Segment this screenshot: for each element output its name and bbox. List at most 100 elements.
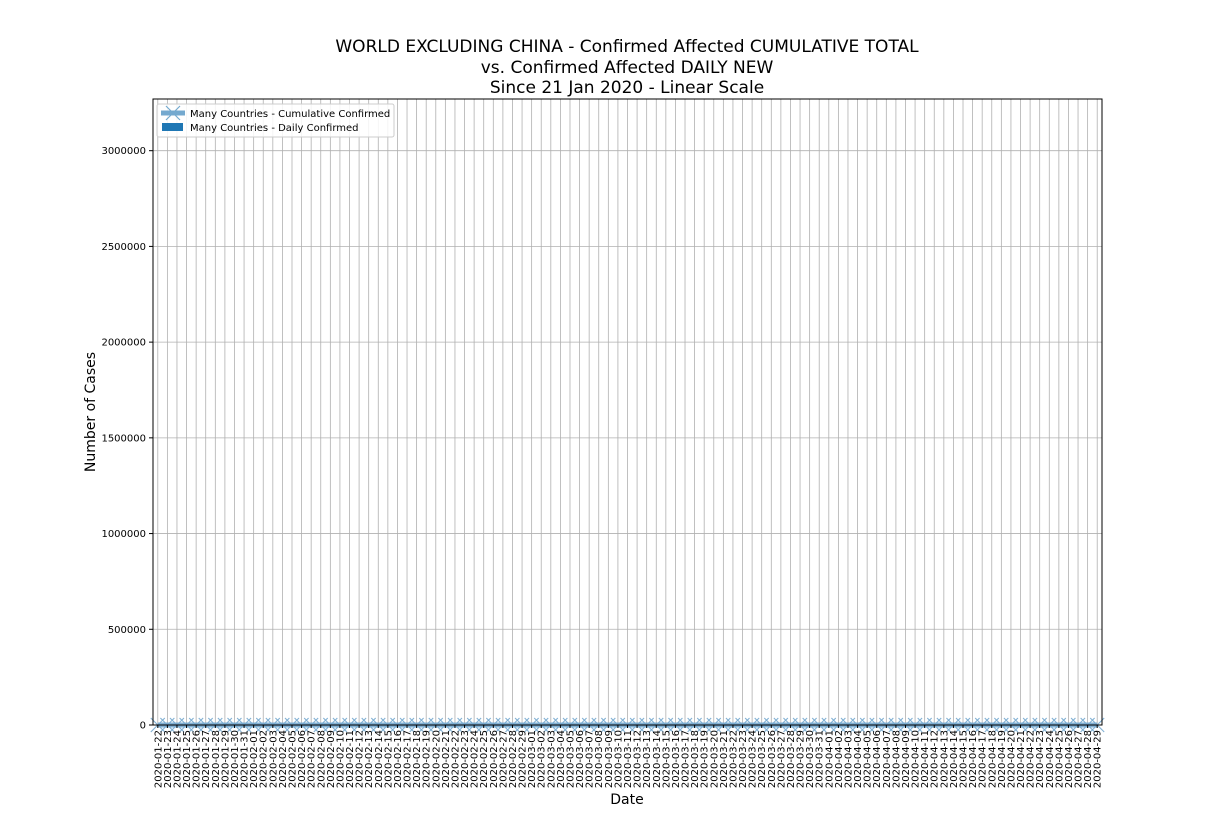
x-tick-label: 2020-02-10: [335, 730, 346, 788]
x-tick-label: 2020-03-22: [728, 730, 739, 788]
y-tick-label: 2000000: [101, 338, 146, 349]
x-tick-label: 2020-03-16: [671, 730, 682, 788]
x-tick-label: 2020-02-22: [450, 730, 461, 788]
x-tick-label: 2020-02-25: [479, 730, 490, 788]
x-tick-label: 2020-04-24: [1045, 730, 1056, 788]
x-tick-label: 2020-04-03: [843, 730, 854, 788]
x-tick-label: 2020-03-07: [585, 730, 596, 788]
x-tick-label: 2020-02-21: [441, 730, 452, 788]
x-tick-label: 2020-03-15: [661, 730, 672, 788]
y-tick-label: 3000000: [101, 146, 146, 157]
x-tick-label: 2020-03-28: [786, 730, 797, 788]
title-line-2: vs. Confirmed Affected DAILY NEW: [481, 58, 774, 78]
legend-box: [156, 103, 395, 138]
x-tick-label: 2020-02-11: [345, 730, 356, 788]
x-tick-label: 2020-04-02: [834, 730, 845, 788]
x-tick-label: 2020-02-02: [259, 730, 270, 788]
x-tick-label: 2020-03-08: [594, 730, 605, 788]
x-tick-label: 2020-02-01: [249, 730, 260, 788]
x-tick-label: 2020-03-04: [556, 730, 567, 788]
x-tick-label: 2020-02-28: [508, 730, 519, 788]
x-tick-label: 2020-04-25: [1054, 730, 1065, 788]
x-tick-label: 2020-03-03: [546, 730, 557, 788]
x-tick-label: 2020-03-05: [565, 730, 576, 788]
x-tick-label: 2020-03-20: [709, 730, 720, 788]
x-tick-label: 2020-03-10: [613, 730, 624, 788]
x-tick-label: 2020-03-26: [767, 730, 778, 788]
x-tick-label: 2020-02-20: [431, 730, 442, 788]
x-tick-label: 2020-04-01: [824, 730, 835, 788]
x-axis-label: Date: [610, 792, 643, 808]
x-tick-label: 2020-01-26: [192, 730, 203, 788]
x-tick-label: 2020-03-23: [738, 730, 749, 788]
x-tick-label: 2020-02-29: [518, 730, 529, 788]
x-tick-label: 2020-04-27: [1074, 730, 1085, 788]
x-tick-label: 2020-02-26: [489, 730, 500, 788]
x-tick-label: 2020-04-14: [949, 730, 960, 788]
x-tick-label: 2020-04-18: [987, 730, 998, 788]
legend-label-cumulative: Many Countries - Cumulative Confirmed: [190, 109, 390, 120]
x-tick-label: 2020-02-07: [307, 730, 318, 788]
x-tick-label: 2020-01-22: [153, 730, 164, 788]
x-tick-label: 2020-02-04: [278, 730, 289, 788]
x-tick-label: 2020-01-31: [240, 730, 251, 788]
x-tick-label: 2020-02-24: [470, 730, 481, 788]
x-tick-label: 2020-02-03: [268, 730, 279, 788]
x-tick-label: 2020-04-13: [939, 730, 950, 788]
title-line-1: WORLD EXCLUDING CHINA - Confirmed Affect…: [335, 37, 919, 57]
y-axis-label: Number of Cases: [83, 352, 99, 472]
x-tick-label: 2020-04-15: [959, 730, 970, 788]
x-tick-label: 2020-03-18: [690, 730, 701, 788]
x-tick-label: 2020-01-25: [182, 730, 193, 788]
x-tick-label: 2020-04-11: [920, 730, 931, 788]
x-tick-label: 2020-03-01: [527, 730, 538, 788]
x-tick-label: 2020-04-21: [1016, 730, 1027, 788]
x-tick-label: 2020-03-06: [575, 730, 586, 788]
x-axis: 2020-01-222020-01-232020-01-242020-01-25…: [153, 725, 1104, 788]
x-tick-label: 2020-01-30: [230, 730, 241, 788]
x-tick-label: 2020-03-31: [815, 730, 826, 788]
x-tick-label: 2020-03-02: [537, 730, 548, 788]
x-tick-label: 2020-04-26: [1064, 730, 1075, 788]
x-tick-label: 2020-04-17: [978, 730, 989, 788]
x-tick-label: 2020-03-11: [623, 730, 634, 788]
y-tick-label: 0: [140, 721, 146, 732]
legend: Many Countries - Cumulative Confirmed Ma…: [156, 103, 395, 138]
x-tick-label: 2020-03-17: [681, 730, 692, 788]
x-tick-label: 2020-02-05: [287, 730, 298, 788]
x-tick-label: 2020-03-24: [748, 730, 759, 788]
x-tick-label: 2020-01-24: [172, 730, 183, 788]
x-tick-label: 2020-03-21: [719, 730, 730, 788]
y-tick-label: 1500000: [101, 433, 146, 444]
x-tick-label: 2020-04-23: [1035, 730, 1046, 788]
chart-title: WORLD EXCLUDING CHINA - Confirmed Affect…: [335, 37, 919, 98]
x-tick-label: 2020-02-23: [460, 730, 471, 788]
title-line-3: Since 21 Jan 2020 - Linear Scale: [490, 78, 764, 98]
x-tick-label: 2020-04-20: [1006, 730, 1017, 788]
x-tick-label: 2020-04-29: [1093, 730, 1104, 788]
x-tick-label: 2020-04-22: [1026, 730, 1037, 788]
x-tick-label: 2020-04-07: [882, 730, 893, 788]
x-tick-label: 2020-02-16: [393, 730, 404, 788]
x-tick-label: 2020-03-14: [652, 730, 663, 788]
x-tick-label: 2020-04-10: [911, 730, 922, 788]
x-tick-label: 2020-04-28: [1083, 730, 1094, 788]
x-tick-label: 2020-02-27: [498, 730, 509, 788]
x-tick-label: 2020-03-25: [757, 730, 768, 788]
x-tick-label: 2020-03-29: [796, 730, 807, 788]
x-tick-label: 2020-04-06: [872, 730, 883, 788]
x-tick-label: 2020-03-12: [633, 730, 644, 788]
x-tick-label: 2020-02-06: [297, 730, 308, 788]
x-tick-label: 2020-03-13: [642, 730, 653, 788]
x-tick-label: 2020-02-09: [326, 730, 337, 788]
x-tick-label: 2020-02-15: [383, 730, 394, 788]
x-tick-label: 2020-02-17: [403, 730, 414, 788]
x-tick-label: 2020-04-09: [901, 730, 912, 788]
x-tick-label: 2020-03-30: [805, 730, 816, 788]
x-tick-label: 2020-01-28: [211, 730, 222, 788]
y-axis: 0 500000 1000000 1500000 2000000 2500000 30000…: [101, 146, 153, 732]
y-tick-label: 2500000: [101, 242, 146, 253]
x-tick-label: 2020-02-13: [364, 730, 375, 788]
grid: [153, 99, 1102, 726]
